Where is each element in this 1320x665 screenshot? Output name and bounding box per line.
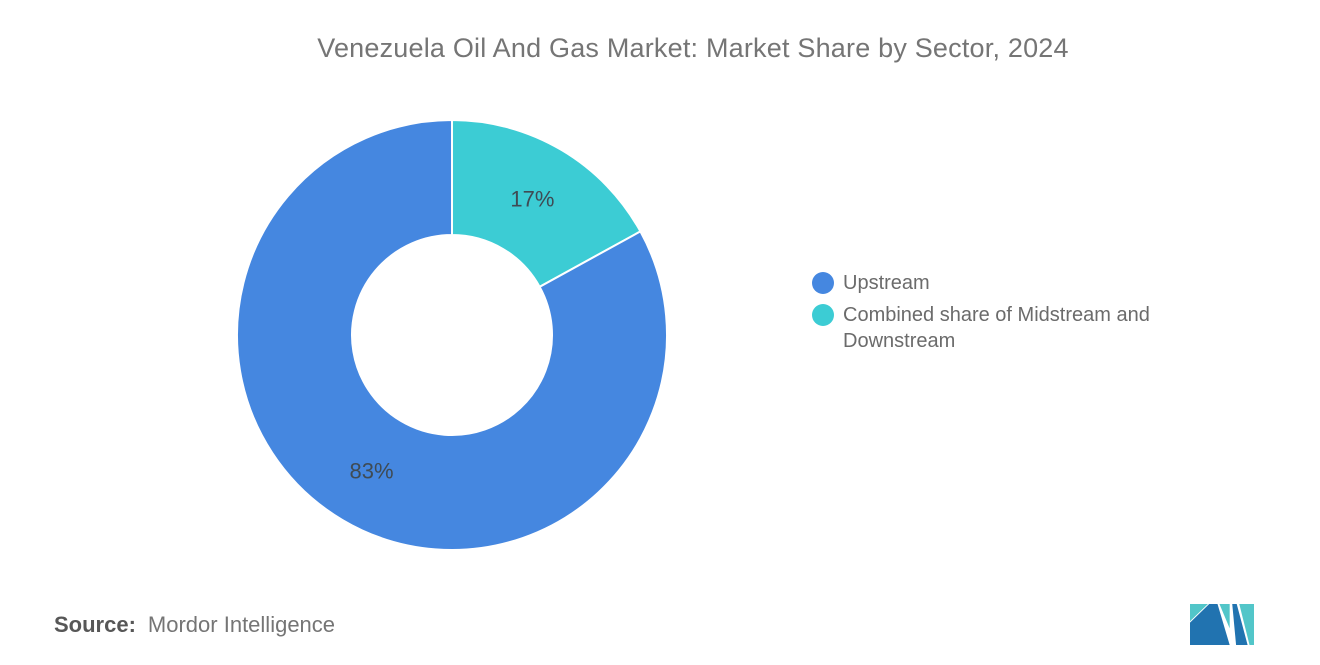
logo-teal-triangle-left bbox=[1190, 604, 1208, 622]
source-label: Source: bbox=[54, 612, 136, 637]
logo-blue-stroke-right bbox=[1232, 604, 1248, 645]
donut-slice-combined-share-of-midstream-and-downstream[interactable] bbox=[451, 118, 642, 289]
legend-marker-midstream-downstream bbox=[812, 304, 834, 326]
legend-item-midstream-downstream[interactable]: Combined share of Midstream and Downstre… bbox=[812, 302, 1193, 354]
donut-slice-upstream[interactable] bbox=[236, 118, 668, 551]
logo-blue-stroke-left bbox=[1190, 604, 1230, 645]
chart-title: Venezuela Oil And Gas Market: Market Sha… bbox=[317, 33, 1069, 63]
legend-label-midstream-downstream: Combined share of Midstream and Downstre… bbox=[843, 304, 1150, 352]
legend-label-upstream: Upstream bbox=[843, 272, 930, 294]
donut-slice-label: 83% bbox=[350, 459, 394, 484]
source-line: Source: Mordor Intelligence bbox=[54, 612, 335, 638]
donut-chart: 17% 83% bbox=[236, 118, 668, 551]
legend-marker-upstream bbox=[812, 272, 834, 294]
mordor-intelligence-logo bbox=[1190, 604, 1254, 645]
legend: Upstream Combined share of Midstream and… bbox=[812, 270, 1193, 360]
legend-item-upstream[interactable]: Upstream bbox=[812, 270, 1193, 296]
donut-slice-label: 17% bbox=[510, 187, 554, 212]
logo-teal-bar-right bbox=[1239, 604, 1254, 645]
source-value: Mordor Intelligence bbox=[147, 612, 336, 637]
